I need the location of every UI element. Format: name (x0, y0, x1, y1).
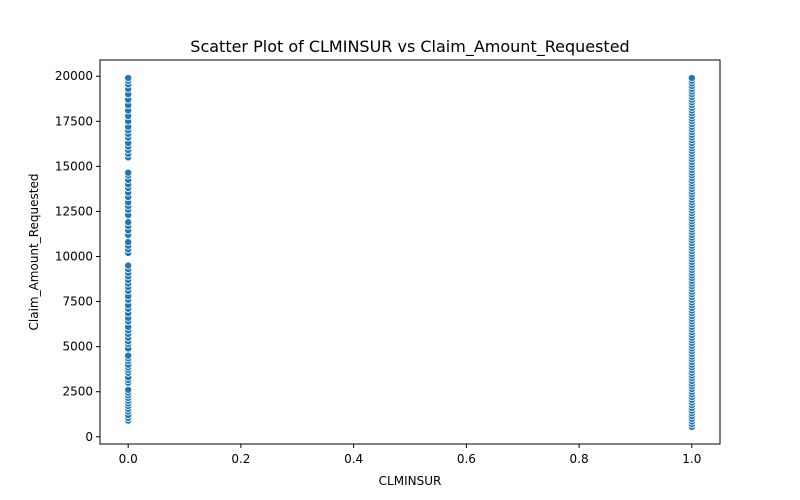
y-tick-label: 12500 (55, 204, 93, 218)
data-point (124, 168, 133, 177)
y-tick-label: 20000 (55, 69, 93, 83)
data-point (124, 238, 133, 247)
y-tick-label: 15000 (55, 159, 93, 173)
y-tick-label: 10000 (55, 250, 93, 264)
x-tick-label: 0.4 (344, 452, 363, 466)
y-tick-label: 2500 (62, 385, 93, 399)
y-axis-label: Claim_Amount_Requested (27, 174, 41, 331)
y-tick-label: 17500 (55, 114, 93, 128)
data-point (124, 351, 133, 360)
plot-frame (99, 59, 721, 445)
y-tick-label: 5000 (62, 340, 93, 354)
x-axis-ticks: 0.0 0.2 0.4 0.6 0.8 1.0 (119, 444, 701, 466)
chart-title: Scatter Plot of CLMINSUR vs Claim_Amount… (190, 37, 629, 57)
y-tick-label: 7500 (62, 295, 93, 309)
x-axis-label: CLMINSUR (379, 474, 442, 488)
x-tick-label: 0.2 (231, 452, 250, 466)
y-tick-label: 0 (85, 430, 93, 444)
x-tick-label: 0.0 (119, 452, 138, 466)
data-point (124, 261, 133, 270)
x-tick-label: 0.8 (570, 452, 589, 466)
data-point (124, 385, 133, 394)
x-tick-label: 1.0 (682, 452, 701, 466)
data-point (124, 218, 133, 227)
x-tick-label: 0.6 (457, 452, 476, 466)
data-point (687, 74, 696, 83)
y-axis-ticks: 0 2500 5000 7500 10000 12500 15000 17500 20000 (55, 69, 100, 444)
data-point (124, 74, 133, 83)
data-points (124, 74, 696, 431)
